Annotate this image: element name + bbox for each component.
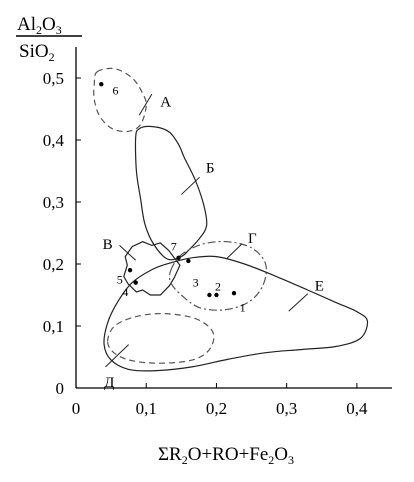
region-label: В — [103, 237, 113, 253]
region-label: Г — [248, 231, 257, 247]
regions: А Б В Г Д Е — [93, 67, 369, 391]
point-label: 2 — [215, 279, 221, 293]
point-label: 6 — [113, 83, 119, 97]
x-axis-label: ΣR2O+RO+Fe2O3 — [158, 444, 294, 467]
region-leader-line — [180, 176, 200, 195]
y-tick-label: 0,3 — [43, 193, 64, 212]
region-outline — [93, 67, 147, 133]
data-point — [186, 258, 191, 264]
point-label: 3 — [193, 276, 199, 290]
region-outline — [106, 312, 215, 364]
point-label: 7 — [171, 240, 177, 254]
x-tick-label: 0,4 — [346, 399, 368, 418]
point-label: 5 — [117, 273, 123, 287]
data-point — [207, 292, 212, 298]
region-outline — [123, 241, 181, 296]
region-outline — [103, 255, 369, 372]
y-axis-label-denominator: SiO2 — [19, 41, 55, 64]
region-leader-line — [225, 243, 243, 260]
x-tick-label: 0,1 — [136, 399, 157, 418]
data-point — [99, 82, 104, 87]
y-tick-label: 0,4 — [43, 131, 65, 150]
y-tick-label: 0,5 — [43, 69, 64, 88]
y-axis-label-numerator: Al2O3 — [17, 14, 62, 37]
x-tick-label: 0 — [72, 399, 81, 418]
y-tick-label: 0,2 — [43, 255, 64, 274]
region-leader-line — [288, 293, 309, 312]
data-points: 1 2 3 45 6 7 — [99, 82, 246, 314]
region-label: Е — [315, 279, 324, 295]
region-outline — [168, 240, 267, 311]
y-tick-label: 0,1 — [43, 317, 64, 336]
region-leader-line — [138, 93, 153, 116]
region-label: Д — [104, 375, 114, 391]
region-outline — [134, 125, 208, 261]
data-point — [214, 292, 219, 298]
x-tick-label: 0,3 — [276, 399, 297, 418]
region-leader-line — [119, 245, 137, 261]
data-point — [176, 255, 181, 260]
point-label: 1 — [240, 300, 246, 314]
point-label: 4 — [122, 285, 128, 299]
y-tick-label: 0 — [56, 379, 65, 398]
data-point — [133, 280, 138, 285]
data-point — [127, 268, 133, 273]
data-point — [231, 290, 237, 296]
x-tick-label: 0,2 — [206, 399, 227, 418]
axes: 0 0,1 0,2 0,3 0,4 0 0,1 0,2 0,3 0,4 0,5 — [43, 47, 392, 418]
region-leader-line — [105, 344, 130, 368]
y-axis-label: Al2O3 SiO2 — [16, 14, 82, 64]
region-label: А — [160, 95, 171, 111]
region-label: Б — [206, 160, 215, 176]
